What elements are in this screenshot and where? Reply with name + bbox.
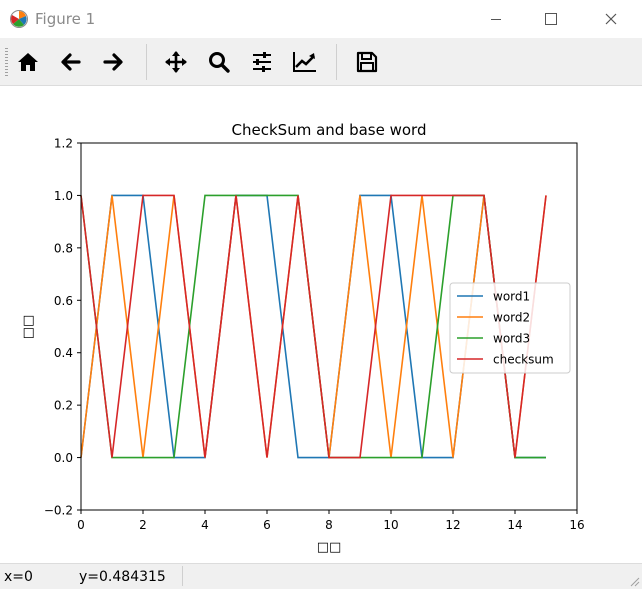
legend-box xyxy=(449,282,571,374)
zoom-icon xyxy=(209,52,230,73)
x-tick-label: 0 xyxy=(77,518,85,532)
series-line-checksum xyxy=(80,194,547,459)
x-tick-label: 10 xyxy=(383,518,398,532)
save-button[interactable] xyxy=(351,46,383,78)
toolbar-separator xyxy=(336,44,337,80)
y-tick-label: 1.0 xyxy=(54,189,73,203)
title-bar: Figure 1 xyxy=(0,0,642,38)
legend-label-word1: word1 xyxy=(493,290,530,304)
back-button[interactable] xyxy=(55,46,87,78)
x-tick-label: 4 xyxy=(201,518,209,532)
figure-canvas[interactable]: CheckSum and base word 0 2 4 6 8 10 12 14 16 −0.2… xyxy=(0,86,642,563)
close-button[interactable] xyxy=(588,0,634,38)
x-tick-label: 14 xyxy=(507,518,522,532)
x-coordinate-readout: x=0 xyxy=(4,569,33,585)
legend-label-word3: word3 xyxy=(493,332,530,346)
legend-label-word2: word2 xyxy=(493,311,530,325)
x-tick-label: 2 xyxy=(139,518,147,532)
status-bar: x=0 y=0.484315 xyxy=(0,563,642,589)
x-axis-label: □□ xyxy=(317,540,342,555)
toolbar-separator xyxy=(146,44,147,80)
toolbar-grip[interactable] xyxy=(5,48,8,76)
x-tick-label: 8 xyxy=(325,518,333,532)
y-tick-label: 0.6 xyxy=(54,294,73,308)
y-tick-label: 0.8 xyxy=(54,241,73,255)
y-tick-label: 0.2 xyxy=(54,399,73,413)
minimize-button[interactable] xyxy=(473,0,519,38)
chart-title: CheckSum and base word xyxy=(232,121,427,139)
window-title: Figure 1 xyxy=(35,10,96,28)
y-tick-label: 0.4 xyxy=(54,346,73,360)
pan-button[interactable] xyxy=(160,46,192,78)
x-tick-label: 12 xyxy=(445,518,460,532)
y-tick-label: −0.2 xyxy=(44,504,73,518)
move-icon xyxy=(165,51,187,73)
status-divider xyxy=(182,566,183,586)
y-coordinate-readout: y=0.484315 xyxy=(79,569,166,585)
navigation-toolbar xyxy=(0,38,642,86)
legend-label-checksum: checksum xyxy=(493,353,554,367)
zoom-button[interactable] xyxy=(203,46,235,78)
forward-button[interactable] xyxy=(97,46,129,78)
minimize-icon xyxy=(491,19,501,20)
save-icon xyxy=(356,51,378,73)
close-icon xyxy=(605,13,617,25)
x-tick-label: 16 xyxy=(569,518,584,532)
subplots-button[interactable] xyxy=(246,46,278,78)
home-icon xyxy=(18,53,38,71)
home-button[interactable] xyxy=(12,46,44,78)
edit-axis-button[interactable] xyxy=(289,46,321,78)
resize-grip-icon[interactable] xyxy=(628,575,640,587)
y-axis-label: □□ xyxy=(21,315,36,340)
arrow-right-icon xyxy=(103,53,123,71)
y-tick-label: 0.0 xyxy=(54,451,73,465)
y-tick-label: 1.2 xyxy=(54,137,73,151)
maximize-icon xyxy=(545,13,557,25)
maximize-button[interactable] xyxy=(528,0,574,38)
chart-edit-icon xyxy=(293,52,316,72)
legend: word1 word2 word3 checksum xyxy=(449,282,571,374)
app-logo-icon xyxy=(10,10,28,28)
line-chart[interactable]: CheckSum and base word 0 2 4 6 8 10 12 14 16 −0.2… xyxy=(0,86,642,563)
sliders-icon xyxy=(253,52,271,72)
x-tick-label: 6 xyxy=(263,518,271,532)
arrow-left-icon xyxy=(61,53,81,71)
